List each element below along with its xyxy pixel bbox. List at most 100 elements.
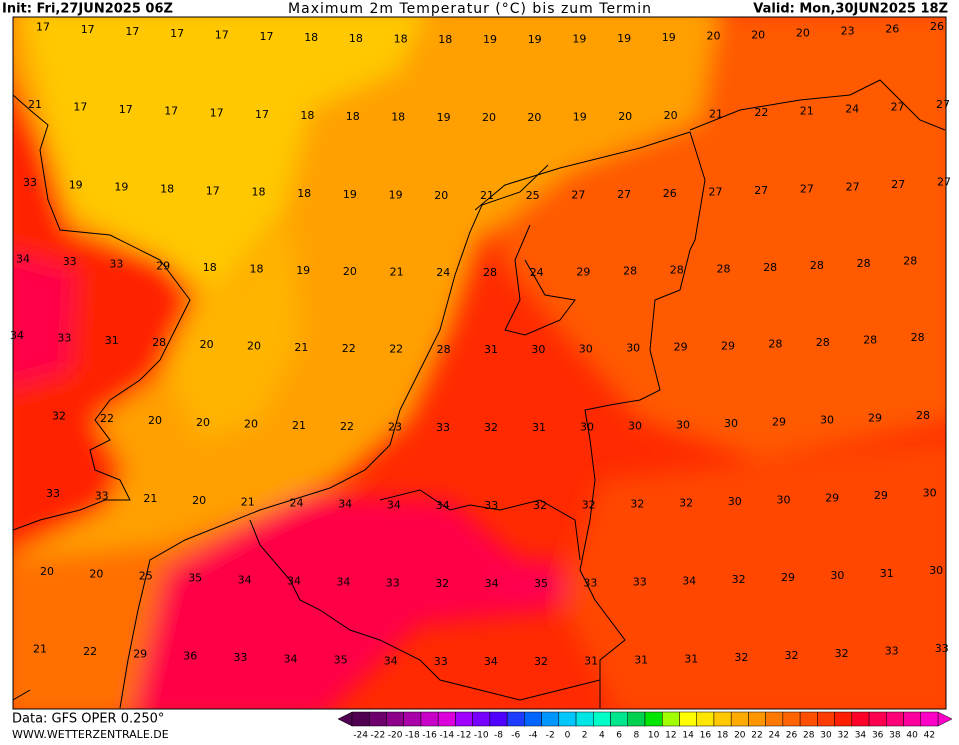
- scale-label: 36: [872, 731, 884, 741]
- temperature-value: 19: [343, 188, 357, 201]
- scale-label: 2: [582, 731, 588, 741]
- scale-swatch: [730, 711, 749, 727]
- temperature-value: 32: [435, 577, 449, 590]
- temperature-value: 29: [576, 265, 590, 278]
- scale-swatch: [627, 711, 646, 727]
- temperature-value: 33: [95, 490, 109, 503]
- temperature-value: 22: [389, 342, 403, 355]
- temperature-value: 27: [571, 188, 585, 201]
- data-source: Data: GFS OPER 0.250°: [12, 712, 164, 727]
- temperature-value: 20: [707, 30, 721, 43]
- valid-time: Valid: Mon,30JUN2025 18Z: [753, 2, 948, 17]
- temperature-value: 31: [484, 343, 498, 356]
- scale-swatch: [868, 711, 887, 727]
- scale-swatch: [558, 711, 577, 727]
- scale-swatch: [799, 711, 818, 727]
- temperature-value: 27: [891, 178, 905, 191]
- temperature-value: 21: [480, 189, 494, 202]
- temperature-value: 18: [297, 187, 311, 200]
- temperature-value: 29: [781, 571, 795, 584]
- temperature-value: 17: [170, 27, 184, 40]
- temperature-value: 33: [885, 645, 899, 658]
- temperature-value: 33: [109, 257, 123, 270]
- temperature-value: 17: [260, 30, 274, 43]
- temperature-value: 31: [684, 652, 698, 665]
- temperature-value: 29: [825, 491, 839, 504]
- scale-label: 16: [700, 731, 712, 741]
- temperature-value: 32: [484, 421, 498, 434]
- temperature-value: 18: [203, 261, 217, 274]
- temperature-value: 34: [682, 574, 696, 587]
- scale-swatch: [679, 711, 697, 727]
- temperature-value: 25: [526, 189, 540, 202]
- temperature-value: 30: [580, 420, 594, 433]
- temperature-value: 30: [626, 342, 640, 355]
- temperature-value: 32: [630, 498, 644, 511]
- scale-label: 18: [717, 731, 729, 741]
- map-frame: [12, 16, 947, 710]
- scale-label: -16: [422, 731, 437, 741]
- temperature-value: 30: [830, 569, 844, 582]
- temperature-value: 32: [582, 498, 596, 511]
- temperature-value: 30: [579, 342, 593, 355]
- temperature-value: 35: [188, 572, 202, 585]
- scale-label: -22: [371, 731, 386, 741]
- scale-label: 28: [803, 731, 815, 741]
- temperature-value: 31: [105, 334, 119, 347]
- temperature-value: 34: [10, 329, 24, 342]
- temperature-value: 17: [125, 25, 139, 38]
- temperature-value: 24: [436, 266, 450, 279]
- temperature-value: 34: [338, 498, 352, 511]
- temperature-value: 20: [192, 494, 206, 507]
- temperature-value: 28: [623, 265, 637, 278]
- scale-label: -6: [511, 731, 520, 741]
- temperature-value: 28: [670, 264, 684, 277]
- scale-swatch: [661, 711, 680, 727]
- temperature-value: 30: [628, 420, 642, 433]
- scale-swatch: [782, 711, 801, 727]
- temperature-value: 28: [483, 266, 497, 279]
- scale-swatch: [437, 711, 456, 727]
- temperature-value: 35: [534, 577, 548, 590]
- scale-label: 30: [820, 731, 832, 741]
- scale-swatch: [541, 711, 560, 727]
- temperature-value: 33: [633, 576, 647, 589]
- temperature-value: 28: [863, 334, 877, 347]
- scale-label: 20: [734, 731, 746, 741]
- scale-label: -20: [388, 731, 403, 741]
- scale-label: 24: [769, 731, 781, 741]
- scale-label: -24: [353, 731, 368, 741]
- temperature-value: 19: [483, 33, 497, 46]
- map-title: Maximum 2m Temperatur (°C) bis zum Termi…: [288, 1, 652, 17]
- temperature-value: 28: [816, 336, 830, 349]
- scale-label: 22: [751, 731, 762, 741]
- temperature-value: 17: [215, 29, 229, 42]
- scale-swatch: [610, 711, 629, 727]
- temperature-labels: 17 17 17 17 17 17 18 18 18 18 19 19 19 19 19 20 20 20 23 26…: [10, 20, 951, 668]
- scale-swatch: [489, 711, 508, 727]
- scale-swatch: [455, 711, 473, 727]
- temperature-value: 27: [891, 100, 905, 113]
- temperature-value: 21: [28, 98, 42, 111]
- scale-label: 12: [665, 731, 676, 741]
- temperature-value: 34: [484, 655, 498, 668]
- temperature-value: 32: [533, 499, 547, 512]
- temperature-value: 20: [343, 265, 357, 278]
- temperature-value: 21: [292, 419, 306, 432]
- scale-label: 6: [616, 731, 622, 741]
- temperature-value: 32: [835, 647, 849, 660]
- temperature-value: 31: [584, 654, 598, 667]
- temperature-value: 18: [252, 186, 266, 199]
- temperature-value: 23: [388, 420, 402, 433]
- temperature-value: 20: [618, 110, 632, 123]
- temperature-value: 19: [69, 178, 83, 191]
- temperature-value: 29: [674, 341, 688, 354]
- temperature-value: 33: [23, 176, 37, 189]
- temperature-value: 19: [437, 111, 451, 124]
- scale-swatch: [472, 711, 491, 727]
- scale-label: -14: [439, 731, 454, 741]
- scale-label: 26: [786, 731, 798, 741]
- temperature-value: 27: [937, 176, 951, 189]
- temperature-value: 33: [484, 499, 498, 512]
